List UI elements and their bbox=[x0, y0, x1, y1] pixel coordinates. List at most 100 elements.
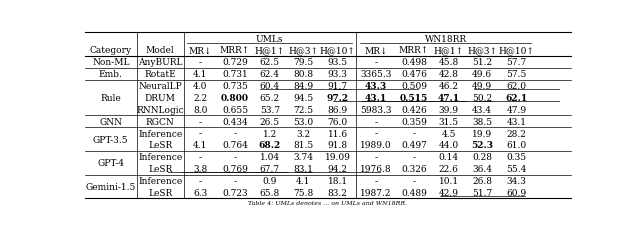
Text: 0.28: 0.28 bbox=[472, 153, 492, 162]
Text: 0.729: 0.729 bbox=[222, 58, 248, 67]
Text: 38.5: 38.5 bbox=[472, 117, 492, 126]
Text: -: - bbox=[374, 129, 378, 138]
Text: GNN: GNN bbox=[99, 117, 122, 126]
Text: MRR↑: MRR↑ bbox=[220, 46, 250, 55]
Text: 81.5: 81.5 bbox=[293, 141, 313, 150]
Text: 83.2: 83.2 bbox=[328, 188, 348, 197]
Text: 0.489: 0.489 bbox=[401, 188, 427, 197]
Text: -: - bbox=[234, 129, 237, 138]
Text: 42.8: 42.8 bbox=[439, 70, 459, 79]
Text: 31.5: 31.5 bbox=[439, 117, 459, 126]
Text: 18.1: 18.1 bbox=[328, 176, 348, 185]
Text: 3.8: 3.8 bbox=[193, 164, 207, 173]
Text: -: - bbox=[413, 129, 415, 138]
Text: 65.8: 65.8 bbox=[260, 188, 280, 197]
Text: 62.4: 62.4 bbox=[260, 70, 280, 79]
Text: 22.6: 22.6 bbox=[439, 164, 459, 173]
Text: 11.6: 11.6 bbox=[328, 129, 348, 138]
Text: 72.5: 72.5 bbox=[293, 105, 313, 114]
Text: 55.4: 55.4 bbox=[507, 164, 527, 173]
Text: LeSR: LeSR bbox=[148, 188, 172, 197]
Text: 36.4: 36.4 bbox=[472, 164, 492, 173]
Text: 43.4: 43.4 bbox=[472, 105, 492, 114]
Text: 2.2: 2.2 bbox=[193, 94, 207, 103]
Text: 67.7: 67.7 bbox=[260, 164, 280, 173]
Text: 62.5: 62.5 bbox=[260, 58, 280, 67]
Text: 93.3: 93.3 bbox=[328, 70, 348, 79]
Text: 43.1: 43.1 bbox=[365, 94, 387, 103]
Text: 6.3: 6.3 bbox=[193, 188, 207, 197]
Text: RotatE: RotatE bbox=[144, 70, 176, 79]
Text: 43.1: 43.1 bbox=[507, 117, 527, 126]
Text: Inference: Inference bbox=[138, 153, 182, 162]
Text: 4.1: 4.1 bbox=[193, 141, 207, 150]
Text: 0.515: 0.515 bbox=[400, 94, 428, 103]
Text: Table 4: UMLs denotes ... on UMLs and WN18RR.: Table 4: UMLs denotes ... on UMLs and WN… bbox=[248, 200, 408, 205]
Text: 97.2: 97.2 bbox=[326, 94, 349, 103]
Text: -: - bbox=[374, 176, 378, 185]
Text: 62.1: 62.1 bbox=[506, 94, 528, 103]
Text: H@1↑: H@1↑ bbox=[255, 46, 285, 55]
Text: 46.2: 46.2 bbox=[439, 82, 459, 91]
Text: Inference: Inference bbox=[138, 129, 182, 138]
Text: 19.9: 19.9 bbox=[472, 129, 492, 138]
Text: 53.7: 53.7 bbox=[260, 105, 280, 114]
Text: 39.9: 39.9 bbox=[439, 105, 459, 114]
Text: 94.5: 94.5 bbox=[293, 94, 313, 103]
Text: 4.1: 4.1 bbox=[296, 176, 310, 185]
Text: 3.74: 3.74 bbox=[293, 153, 313, 162]
Text: -: - bbox=[374, 58, 378, 67]
Text: 86.9: 86.9 bbox=[328, 105, 348, 114]
Text: 94.2: 94.2 bbox=[328, 164, 348, 173]
Text: 62.0: 62.0 bbox=[507, 82, 527, 91]
Text: 44.0: 44.0 bbox=[439, 141, 459, 150]
Text: 51.2: 51.2 bbox=[472, 58, 492, 67]
Text: 52.3: 52.3 bbox=[471, 141, 493, 150]
Text: -: - bbox=[413, 153, 415, 162]
Text: 0.359: 0.359 bbox=[401, 117, 427, 126]
Text: DRUM: DRUM bbox=[145, 94, 175, 103]
Text: 47.9: 47.9 bbox=[507, 105, 527, 114]
Text: 43.3: 43.3 bbox=[365, 82, 387, 91]
Text: 3.2: 3.2 bbox=[296, 129, 310, 138]
Text: 0.764: 0.764 bbox=[222, 141, 248, 150]
Text: 1976.8: 1976.8 bbox=[360, 164, 392, 173]
Text: 4.1: 4.1 bbox=[193, 70, 207, 79]
Text: 42.9: 42.9 bbox=[439, 188, 459, 197]
Text: 83.1: 83.1 bbox=[293, 164, 313, 173]
Text: 49.6: 49.6 bbox=[472, 70, 492, 79]
Text: MR↓: MR↓ bbox=[364, 46, 388, 55]
Text: Gemini-1.5: Gemini-1.5 bbox=[86, 182, 136, 191]
Text: 26.5: 26.5 bbox=[260, 117, 280, 126]
Text: 19.09: 19.09 bbox=[325, 153, 351, 162]
Text: 1.04: 1.04 bbox=[260, 153, 280, 162]
Text: H@3↑: H@3↑ bbox=[467, 46, 497, 55]
Text: 80.8: 80.8 bbox=[293, 70, 313, 79]
Text: 76.0: 76.0 bbox=[328, 117, 348, 126]
Text: Category: Category bbox=[90, 46, 132, 55]
Text: 91.8: 91.8 bbox=[328, 141, 348, 150]
Text: 93.5: 93.5 bbox=[328, 58, 348, 67]
Text: 57.7: 57.7 bbox=[507, 58, 527, 67]
Text: 60.4: 60.4 bbox=[260, 82, 280, 91]
Text: 47.1: 47.1 bbox=[438, 94, 460, 103]
Text: -: - bbox=[374, 153, 378, 162]
Text: 0.655: 0.655 bbox=[222, 105, 248, 114]
Text: AnyBURL: AnyBURL bbox=[138, 58, 182, 67]
Text: 28.2: 28.2 bbox=[507, 129, 527, 138]
Text: 1989.0: 1989.0 bbox=[360, 141, 392, 150]
Text: GPT-3.5: GPT-3.5 bbox=[93, 135, 129, 144]
Text: H@10↑: H@10↑ bbox=[320, 46, 356, 55]
Text: 60.9: 60.9 bbox=[507, 188, 527, 197]
Text: -: - bbox=[199, 153, 202, 162]
Text: -: - bbox=[234, 176, 237, 185]
Text: 26.8: 26.8 bbox=[472, 176, 492, 185]
Text: WN18RR: WN18RR bbox=[426, 34, 467, 43]
Text: H@10↑: H@10↑ bbox=[499, 46, 535, 55]
Text: 0.497: 0.497 bbox=[401, 141, 427, 150]
Text: -: - bbox=[413, 176, 415, 185]
Text: 0.14: 0.14 bbox=[439, 153, 459, 162]
Text: 61.0: 61.0 bbox=[507, 141, 527, 150]
Text: 53.0: 53.0 bbox=[293, 117, 313, 126]
Text: 68.2: 68.2 bbox=[259, 141, 281, 150]
